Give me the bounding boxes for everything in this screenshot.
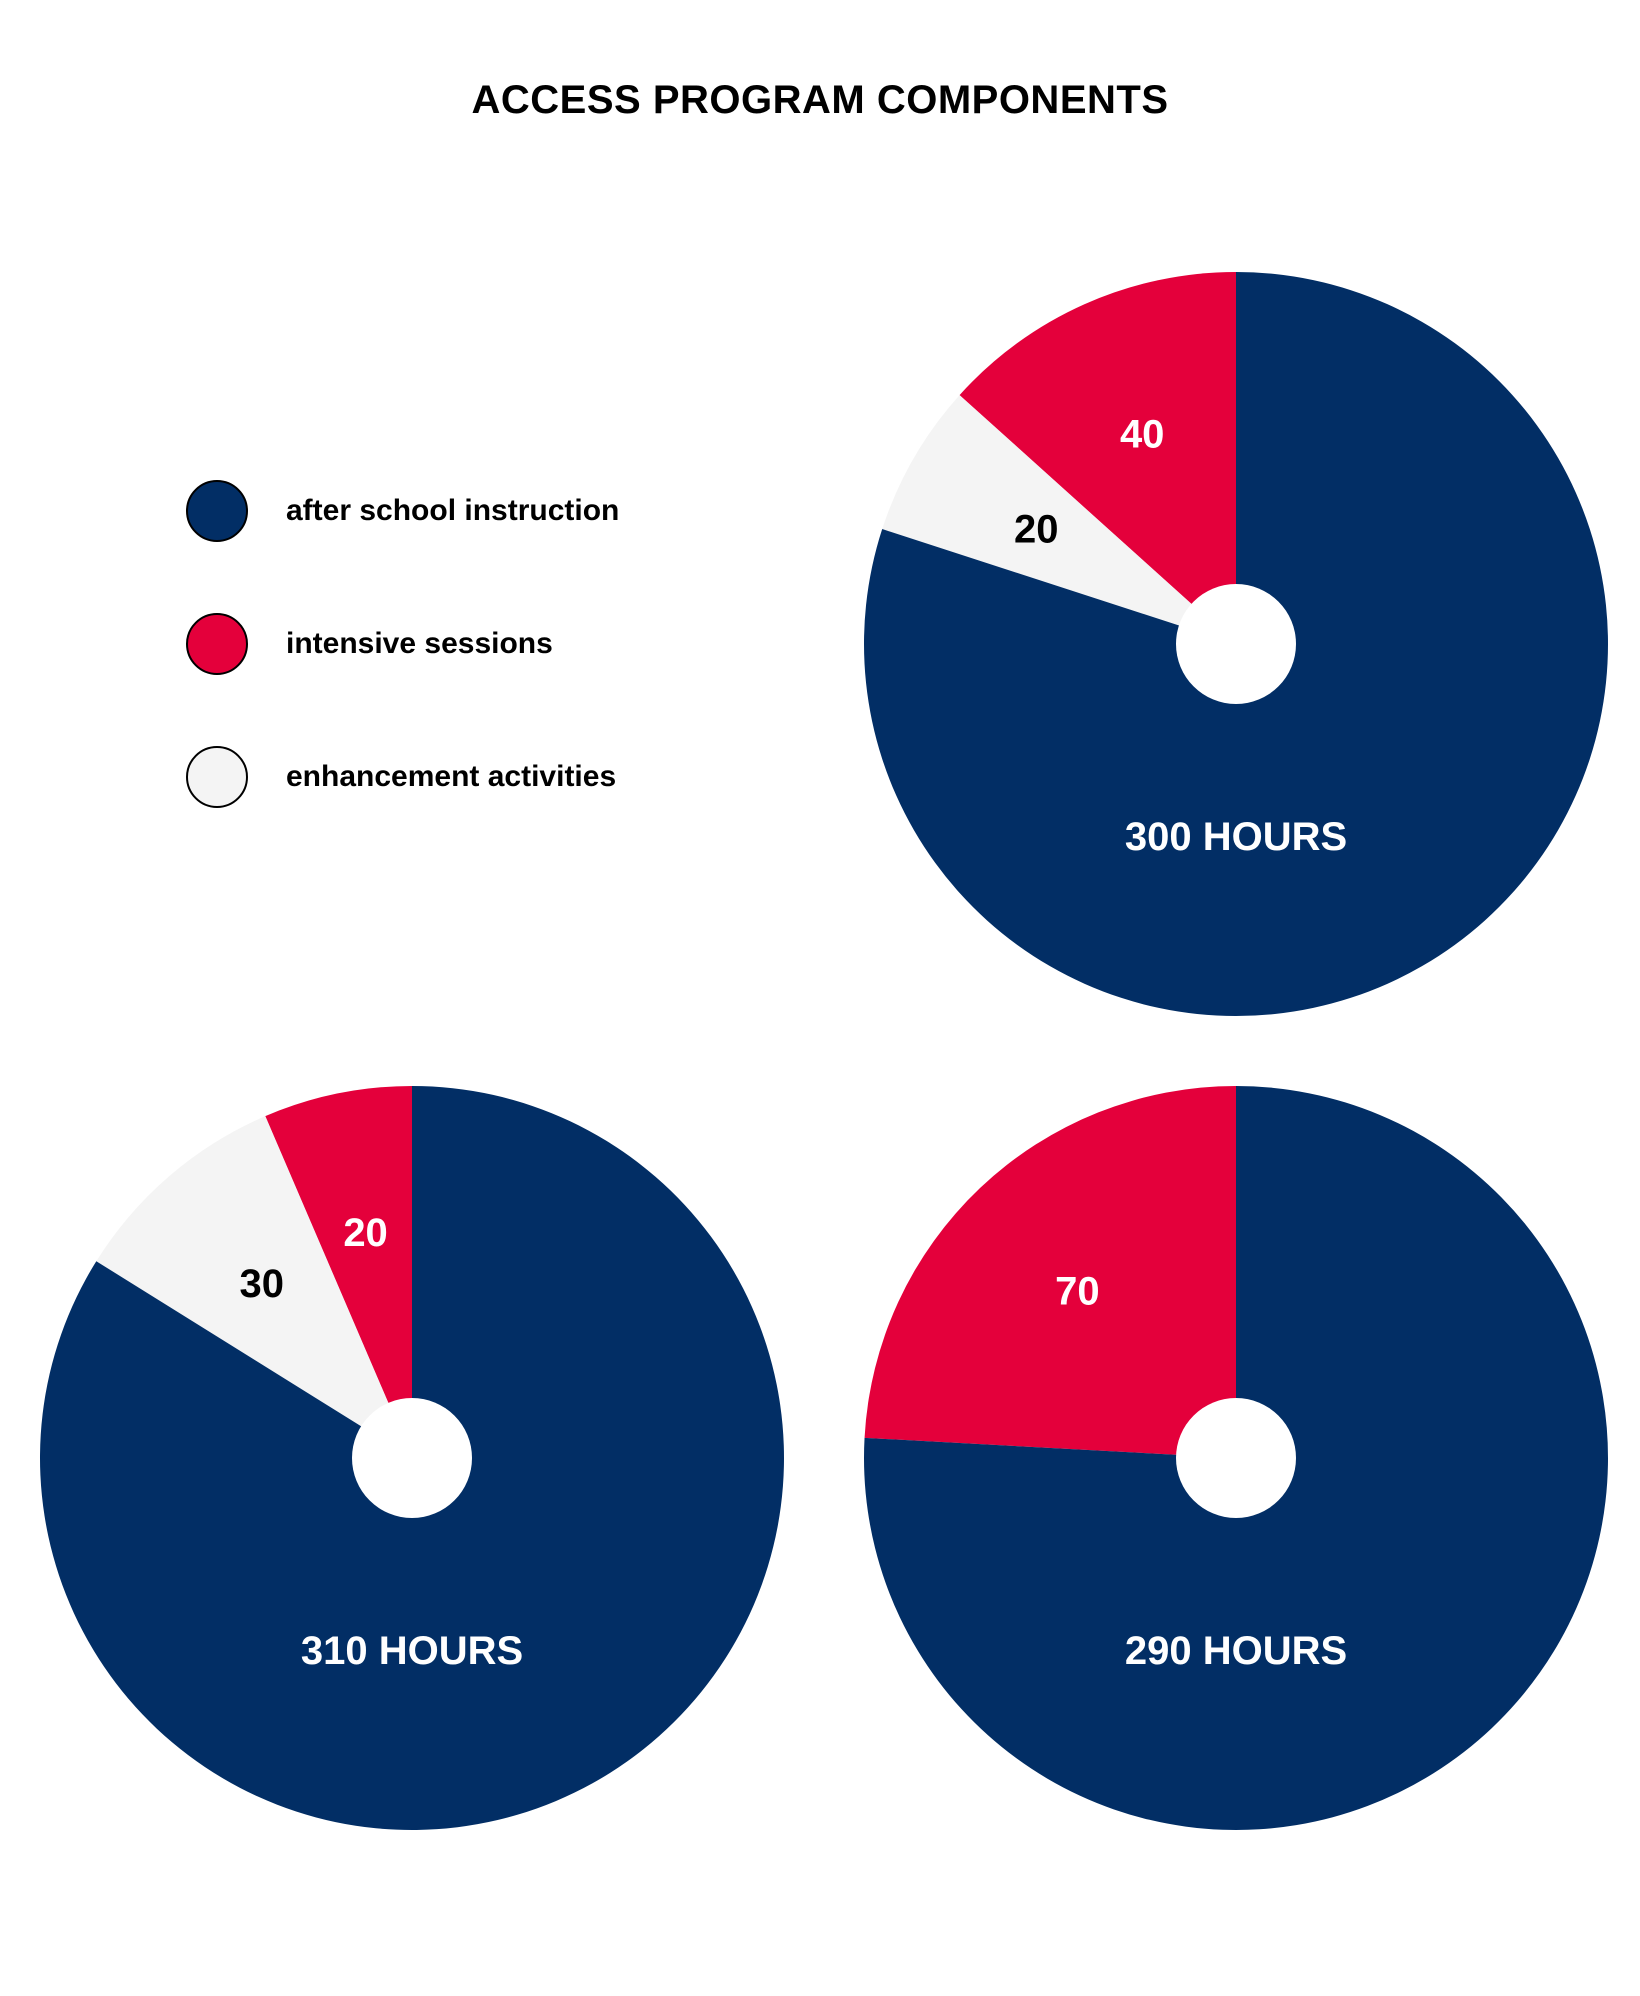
legend-item-after-school: after school instruction [186, 480, 706, 546]
pie-center-hole [1176, 584, 1296, 704]
pie-value-label: 40 [1120, 412, 1165, 456]
chart-title: ACCESS PROGRAM COMPONENTS [471, 78, 1169, 122]
pie-value-label: 20 [1014, 508, 1059, 552]
legend-item-enhancement: enhancement activities [186, 746, 706, 812]
legend-item-intensive: intensive sessions [186, 613, 706, 679]
legend-label: after school instruction [286, 494, 620, 527]
pie-slice-intensive-sessions [959, 272, 1236, 644]
pie-total-label: 300 HOURS [1125, 815, 1347, 859]
pie-slice-intensive-sessions [265, 1086, 412, 1458]
pie-total-label: 310 HOURS [301, 1629, 523, 1673]
pie-chart-2: 20 30 310 HOURS [39, 1086, 784, 1830]
pie-slice-enhancement-activities [96, 1116, 413, 1458]
legend-swatch-enhancement [186, 746, 248, 808]
pie-center-hole [1176, 1398, 1296, 1518]
pie-slice-enhancement-activities [882, 395, 1236, 644]
pie-chart-1: 40 20 300 HOURS [864, 272, 1608, 1016]
legend-label: enhancement activities [286, 760, 617, 793]
pie-total-label: 290 HOURS [1125, 1629, 1347, 1673]
pie-value-label: 70 [1055, 1270, 1100, 1314]
legend-swatch-after-school [186, 480, 248, 542]
pie-chart-3: 70 290 HOURS [864, 1086, 1608, 1831]
pie-value-label: 20 [343, 1211, 388, 1255]
pie-center-hole [352, 1398, 472, 1518]
pie-value-label: 30 [240, 1262, 285, 1306]
legend-label: intensive sessions [286, 627, 553, 660]
legend-swatch-intensive [186, 613, 248, 675]
pie-slice-intensive-sessions [864, 1086, 1236, 1458]
